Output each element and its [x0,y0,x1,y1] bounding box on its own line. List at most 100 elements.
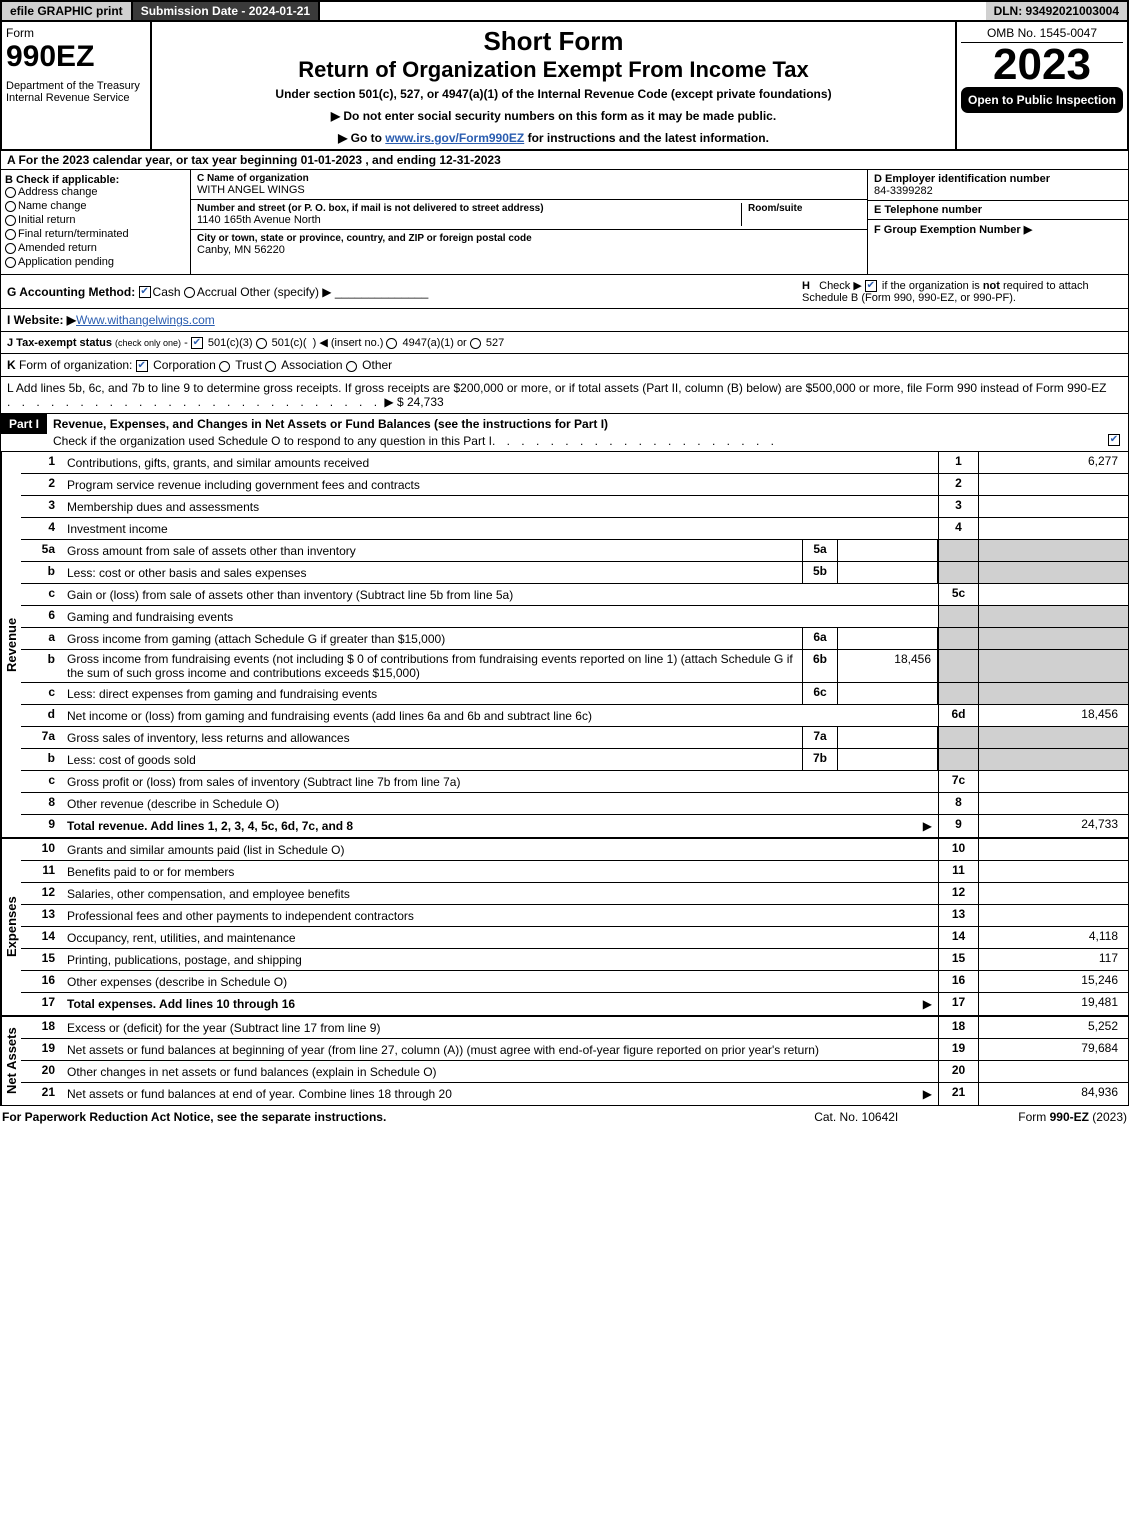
g-accounting: G Accounting Method: Cash Accrual Other … [7,285,428,299]
line-1: 1Contributions, gifts, grants, and simil… [21,452,1128,474]
h-checkbox[interactable] [865,280,877,292]
line-17: 17Total expenses. Add lines 10 through 1… [21,993,1128,1015]
line-a: aGross income from gaming (attach Schedu… [21,628,1128,650]
ein-cell: D Employer identification number 84-3399… [868,170,1128,201]
col-c: C Name of organization WITH ANGEL WINGS … [191,170,868,274]
header-center: Short Form Return of Organization Exempt… [152,22,957,149]
g-cash-check[interactable] [139,286,151,298]
street: 1140 165th Avenue North [197,214,741,226]
expenses-section: Expenses 10Grants and similar amounts pa… [0,839,1129,1017]
note-ssn: ▶ Do not enter social security numbers o… [156,109,951,123]
b-application-pending[interactable]: Application pending [5,256,186,268]
line-b: bLess: cost of goods sold7b [21,749,1128,771]
line-14: 14Occupancy, rent, utilities, and mainte… [21,927,1128,949]
note-link: ▶ Go to www.irs.gov/Form990EZ for instru… [156,131,951,145]
line-6: 6Gaming and fundraising events [21,606,1128,628]
short-form-title: Short Form [156,26,951,57]
g-accrual-radio[interactable] [184,287,195,298]
k-corp[interactable] [136,360,148,372]
row-i: I Website: ▶Www.withangelwings.com [0,309,1129,332]
city-cell: City or town, state or province, country… [191,230,867,259]
line-c: cGross profit or (loss) from sales of in… [21,771,1128,793]
row-l: L Add lines 5b, 6c, and 7b to line 9 to … [0,377,1129,414]
part-i-label: Part I [1,414,47,434]
line-18: 18Excess or (deficit) for the year (Subt… [21,1017,1128,1039]
org-name-cell: C Name of organization WITH ANGEL WINGS [191,170,867,200]
footer-cat: Cat. No. 10642I [814,1110,898,1124]
expenses-vlabel: Expenses [1,839,21,1015]
open-to-public: Open to Public Inspection [961,87,1123,113]
part-i-header: Part I Revenue, Expenses, and Changes in… [0,414,1129,452]
l-value: ▶ $ 24,733 [384,395,443,409]
tax-year: 2023 [961,43,1123,87]
line-2: 2Program service revenue including gover… [21,474,1128,496]
footer-right: Form 990-EZ (2023) [1018,1110,1127,1124]
net-vlabel: Net Assets [1,1017,21,1105]
main-title: Return of Organization Exempt From Incom… [156,57,951,83]
line-8: 8Other revenue (describe in Schedule O)8 [21,793,1128,815]
line-3: 3Membership dues and assessments3 [21,496,1128,518]
footer-left: For Paperwork Reduction Act Notice, see … [2,1110,386,1124]
line-5a: 5aGross amount from sale of assets other… [21,540,1128,562]
website-link[interactable]: Www.withangelwings.com [76,313,215,327]
netassets-section: Net Assets 18Excess or (deficit) for the… [0,1017,1129,1106]
k-other[interactable] [346,361,357,372]
part-i-title: Revenue, Expenses, and Changes in Net As… [47,414,1128,434]
header-left: Form 990EZ Department of the Treasury In… [2,22,152,149]
revenue-vlabel: Revenue [1,452,21,837]
section-a: A For the 2023 calendar year, or tax yea… [0,151,1129,170]
line-b: bGross income from fundraising events (n… [21,650,1128,683]
footer: For Paperwork Reduction Act Notice, see … [0,1106,1129,1128]
efile-label[interactable]: efile GRAPHIC print [2,2,131,20]
line-9: 9Total revenue. Add lines 1, 2, 3, 4, 5c… [21,815,1128,837]
line-16: 16Other expenses (describe in Schedule O… [21,971,1128,993]
topbar: efile GRAPHIC print Submission Date - 20… [0,0,1129,22]
section-bcdef: B Check if applicable: Address change Na… [0,170,1129,275]
irs-link[interactable]: www.irs.gov/Form990EZ [385,131,524,145]
line-d: dNet income or (loss) from gaming and fu… [21,705,1128,727]
header: Form 990EZ Department of the Treasury In… [0,22,1129,151]
line-c: cGain or (loss) from sale of assets othe… [21,584,1128,606]
j-4947[interactable] [386,338,397,349]
line-12: 12Salaries, other compensation, and empl… [21,883,1128,905]
line-19: 19Net assets or fund balances at beginni… [21,1039,1128,1061]
b-address-change[interactable]: Address change [5,186,186,198]
row-k: K Form of organization: Corporation Trus… [0,354,1129,377]
line-21: 21Net assets or fund balances at end of … [21,1083,1128,1105]
j-501c3[interactable] [191,337,203,349]
k-assoc[interactable] [265,361,276,372]
b-final-return[interactable]: Final return/terminated [5,228,186,240]
org-name: WITH ANGEL WINGS [197,184,861,196]
row-j: J Tax-exempt status (check only one) - 5… [0,332,1129,354]
line-b: bLess: cost or other basis and sales exp… [21,562,1128,584]
dln: DLN: 93492021003004 [986,2,1127,20]
j-527[interactable] [470,338,481,349]
dept-label: Department of the Treasury [6,80,146,92]
line-13: 13Professional fees and other payments t… [21,905,1128,927]
submission-date: Submission Date - 2024-01-21 [131,2,320,20]
j-501c[interactable] [256,338,267,349]
line-c: cLess: direct expenses from gaming and f… [21,683,1128,705]
form-number: 990EZ [6,40,146,74]
line-10: 10Grants and similar amounts paid (list … [21,839,1128,861]
street-cell: Number and street (or P. O. box, if mail… [191,200,867,230]
line-4: 4Investment income4 [21,518,1128,540]
b-label: B Check if applicable: [5,174,186,186]
col-def: D Employer identification number 84-3399… [868,170,1128,274]
city: Canby, MN 56220 [197,244,861,256]
b-initial-return[interactable]: Initial return [5,214,186,226]
ein: 84-3399282 [874,185,1122,197]
part-i-sub: Check if the organization used Schedule … [53,434,492,448]
line-11: 11Benefits paid to or for members11 [21,861,1128,883]
col-b: B Check if applicable: Address change Na… [1,170,191,274]
irs-label: Internal Revenue Service [6,92,146,104]
k-trust[interactable] [219,361,230,372]
header-right: OMB No. 1545-0047 2023 Open to Public In… [957,22,1127,149]
line-15: 15Printing, publications, postage, and s… [21,949,1128,971]
part-i-check[interactable] [1108,434,1120,446]
line-20: 20Other changes in net assets or fund ba… [21,1061,1128,1083]
b-name-change[interactable]: Name change [5,200,186,212]
subtitle: Under section 501(c), 527, or 4947(a)(1)… [156,87,951,101]
h-check: H Check ▶ if the organization is not req… [802,279,1122,304]
b-amended-return[interactable]: Amended return [5,242,186,254]
